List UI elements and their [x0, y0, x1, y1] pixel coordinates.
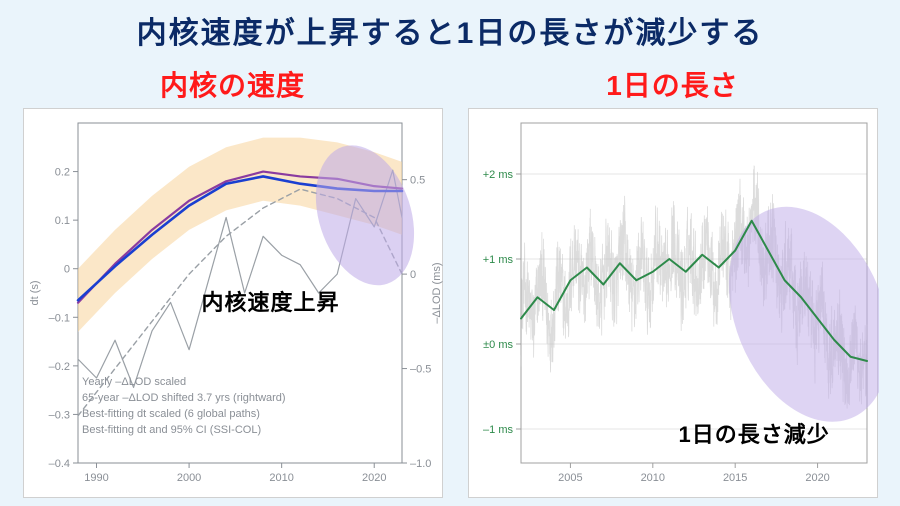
svg-text:±0 ms: ±0 ms: [483, 339, 513, 351]
svg-text:–0.2: –0.2: [48, 361, 69, 373]
svg-text:65-year –ΔLOD shifted 3.7 yrs: 65-year –ΔLOD shifted 3.7 yrs (rightward…: [82, 392, 286, 404]
svg-text:–ΔLOD (ms): –ΔLOD (ms): [431, 262, 443, 323]
right-column: 1日の長さ 2005 2010 2015 2020 –1 ms ±0 ms +1 ms +2 …: [468, 64, 878, 498]
left-annotation: 内核速度上昇: [202, 285, 340, 317]
svg-text:2020: 2020: [361, 472, 385, 484]
svg-text:2000: 2000: [176, 472, 200, 484]
right-annotation: 1日の長さ減少: [679, 417, 830, 449]
svg-text:–0.4: –0.4: [48, 458, 69, 470]
svg-text:dt (s): dt (s): [29, 280, 41, 305]
svg-text:–0.3: –0.3: [48, 409, 69, 421]
svg-text:–0.5: –0.5: [410, 364, 431, 376]
left-column: 内核の速度 1990 2000 2010 2020 –0.4 –0.3 –0.2 –0.1 0 0…: [23, 64, 443, 498]
svg-text:+2 ms: +2 ms: [482, 169, 513, 181]
svg-text:0: 0: [410, 269, 416, 281]
svg-text:0.5: 0.5: [410, 175, 425, 187]
svg-text:2015: 2015: [722, 472, 746, 484]
right-chart: 2005 2010 2015 2020 –1 ms ±0 ms +1 ms +2 ms 1日の…: [468, 108, 878, 498]
charts-row: 内核の速度 1990 2000 2010 2020 –0.4 –0.3 –0.2 –0.1 0 0…: [0, 62, 900, 498]
svg-text:2005: 2005: [558, 472, 582, 484]
left-chart: 1990 2000 2010 2020 –0.4 –0.3 –0.2 –0.1 0 0.1 0.2 –…: [23, 108, 443, 498]
svg-text:2010: 2010: [640, 472, 664, 484]
svg-text:0: 0: [63, 264, 69, 276]
svg-text:0.1: 0.1: [54, 215, 69, 227]
right-subtitle: 1日の長さ: [606, 64, 739, 104]
page-title: 内核速度が上昇すると1日の長さが減少する: [137, 17, 764, 50]
svg-text:2020: 2020: [805, 472, 829, 484]
svg-text:Best-fitting dt scaled (6 glob: Best-fitting dt scaled (6 global paths): [82, 408, 260, 420]
page-title-bar: 内核速度が上昇すると1日の長さが減少する: [0, 0, 900, 62]
svg-text:Yearly –ΔLOD scaled: Yearly –ΔLOD scaled: [82, 376, 186, 388]
svg-text:0.2: 0.2: [54, 167, 69, 179]
svg-text:–0.1: –0.1: [48, 312, 69, 324]
left-subtitle: 内核の速度: [160, 64, 305, 104]
svg-text:–1.0: –1.0: [410, 458, 431, 470]
svg-text:1990: 1990: [84, 472, 108, 484]
svg-text:+1 ms: +1 ms: [482, 254, 513, 266]
svg-text:2010: 2010: [269, 472, 293, 484]
svg-text:Best-fitting dt and 95% CI (SS: Best-fitting dt and 95% CI (SSI-COL): [82, 424, 261, 436]
svg-text:–1 ms: –1 ms: [483, 424, 513, 436]
